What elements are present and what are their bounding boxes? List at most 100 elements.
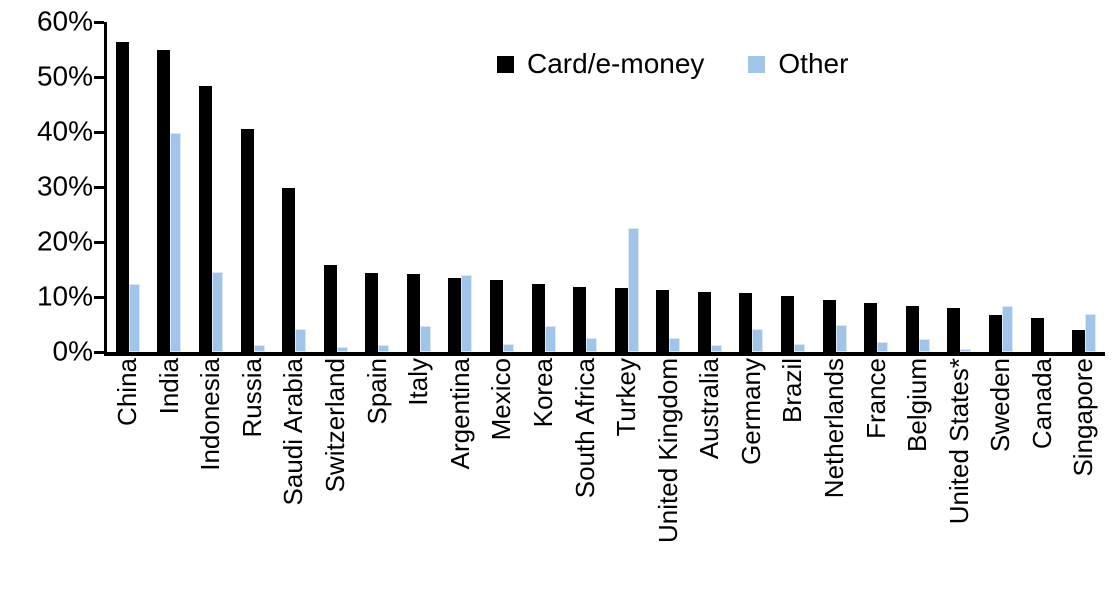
bar-other-united-states (960, 348, 972, 352)
bar-card-e-money-belgium (905, 305, 919, 352)
bar-other-australia (710, 345, 722, 352)
x-label-cell-korea: Korea (523, 358, 565, 590)
y-axis-tick-20 (94, 240, 104, 244)
bar-card-e-money-united-states (947, 308, 961, 352)
bar-card-e-money-korea (531, 283, 545, 352)
x-axis-label-switzerland: Switzerland (320, 358, 351, 493)
bar-card-e-money-sweden (988, 315, 1002, 352)
bar-group-united-kingdom (648, 22, 690, 352)
bar-card-e-money-france (864, 302, 878, 352)
bar-group-netherlands (814, 22, 856, 352)
x-label-cell-united-states: United States* (939, 358, 981, 590)
x-axis-label-indonesia: Indonesia (195, 358, 226, 471)
bar-other-korea (544, 326, 556, 352)
x-axis-label-russia: Russia (236, 358, 267, 438)
x-axis-label-saudi-arabia: Saudi Arabia (278, 358, 309, 506)
x-axis-labels: China India Indonesia Russia Saudi Arabia Swi… (107, 358, 1105, 590)
x-label-cell-netherlands: Netherlands (814, 358, 856, 590)
x-label-cell-brazil: Brazil (772, 358, 814, 590)
bar-other-turkey (627, 227, 639, 352)
x-axis-label-belgium: Belgium (902, 358, 933, 452)
bar-card-e-money-australia (697, 291, 711, 352)
bar-group-brazil (772, 22, 814, 352)
bar-group-korea (523, 22, 565, 352)
bar-card-e-money-spain (365, 273, 379, 352)
x-label-cell-sweden: Sweden (980, 358, 1022, 590)
x-label-cell-china: China (107, 358, 149, 590)
bar-other-italy (419, 326, 431, 352)
bar-group-china (107, 22, 149, 352)
x-axis-label-turkey: Turkey (611, 358, 642, 437)
bar-card-e-money-argentina (448, 277, 462, 352)
legend-item-other: Other (748, 50, 848, 78)
bar-group-australia (689, 22, 731, 352)
x-axis-label-united-kingdom: United Kingdom (652, 358, 683, 543)
bar-group-united-states (939, 22, 981, 352)
bar-other-belgium (918, 339, 930, 352)
bar-other-russia (253, 345, 265, 352)
x-axis-label-australia: Australia (694, 358, 725, 460)
legend-label-other: Other (778, 48, 849, 79)
bar-card-e-money-canada (1030, 318, 1044, 352)
bar-card-e-money-turkey (614, 287, 628, 352)
bar-card-e-money-germany (739, 292, 753, 352)
bar-group-sweden (980, 22, 1022, 352)
bar-group-south-africa (564, 22, 606, 352)
bar-group-france (855, 22, 897, 352)
bar-group-saudi-arabia (273, 22, 315, 352)
bar-other-china (128, 283, 140, 352)
x-label-cell-united-kingdom: United Kingdom (648, 358, 690, 590)
x-label-cell-argentina: Argentina (440, 358, 482, 590)
bar-card-e-money-indonesia (198, 85, 212, 352)
y-axis-label-0: 0% (52, 335, 93, 367)
x-axis-label-china: China (112, 358, 143, 426)
x-label-cell-switzerland: Switzerland (315, 358, 357, 590)
x-axis-label-singapore: Singapore (1068, 358, 1099, 477)
x-axis-label-brazil: Brazil (777, 358, 808, 424)
bar-group-mexico (481, 22, 523, 352)
y-axis-label-30: 30% (36, 170, 93, 202)
x-label-cell-australia: Australia (689, 358, 731, 590)
y-axis-tick-10 (94, 295, 104, 299)
y-axis-tick-40 (94, 130, 104, 134)
x-axis-label-united-states: United States* (943, 358, 974, 525)
bar-group-argentina (440, 22, 482, 352)
bar-group-singapore (1063, 22, 1105, 352)
bar-card-e-money-switzerland (323, 265, 337, 352)
x-axis-label-korea: Korea (527, 358, 558, 428)
x-axis-label-south-africa: South Africa (569, 358, 600, 499)
bar-other-mexico (502, 343, 514, 352)
bar-other-argentina (461, 275, 473, 352)
bar-other-singapore (1085, 314, 1097, 352)
bar-card-e-money-netherlands (822, 300, 836, 352)
y-axis-label-20: 20% (36, 225, 93, 257)
legend-item-card-e-money: Card/e-money (497, 50, 704, 78)
x-label-cell-mexico: Mexico (481, 358, 523, 590)
x-axis-label-spain: Spain (361, 358, 392, 425)
bar-card-e-money-mexico (489, 279, 503, 352)
x-axis-label-netherlands: Netherlands (818, 358, 849, 499)
y-axis-label-10: 10% (36, 280, 93, 312)
y-axis-label-50: 50% (36, 60, 93, 92)
x-label-cell-turkey: Turkey (606, 358, 648, 590)
x-label-cell-spain: Spain (356, 358, 398, 590)
y-axis-tick-0 (94, 350, 104, 354)
x-label-cell-france: France (855, 358, 897, 590)
x-axis-label-mexico: Mexico (486, 358, 517, 441)
bar-card-e-money-india (157, 49, 171, 352)
y-axis-tick-30 (94, 185, 104, 189)
bar-other-indonesia (211, 271, 223, 352)
x-label-cell-singapore: Singapore (1063, 358, 1105, 590)
bar-card-e-money-singapore (1072, 330, 1086, 352)
bar-group-belgium (897, 22, 939, 352)
bar-card-e-money-united-kingdom (656, 290, 670, 352)
x-axis-label-germany: Germany (735, 358, 766, 465)
bar-other-spain (378, 345, 390, 352)
plot-area: Card/e-money Other 60% 50% 40% 30% 20% 10% 0% (37, 7, 1105, 365)
x-label-cell-italy: Italy (398, 358, 440, 590)
bar-other-united-kingdom (669, 337, 681, 352)
bar-card-e-money-russia (240, 128, 254, 352)
bars-container (107, 22, 1105, 352)
x-label-cell-belgium: Belgium (897, 358, 939, 590)
